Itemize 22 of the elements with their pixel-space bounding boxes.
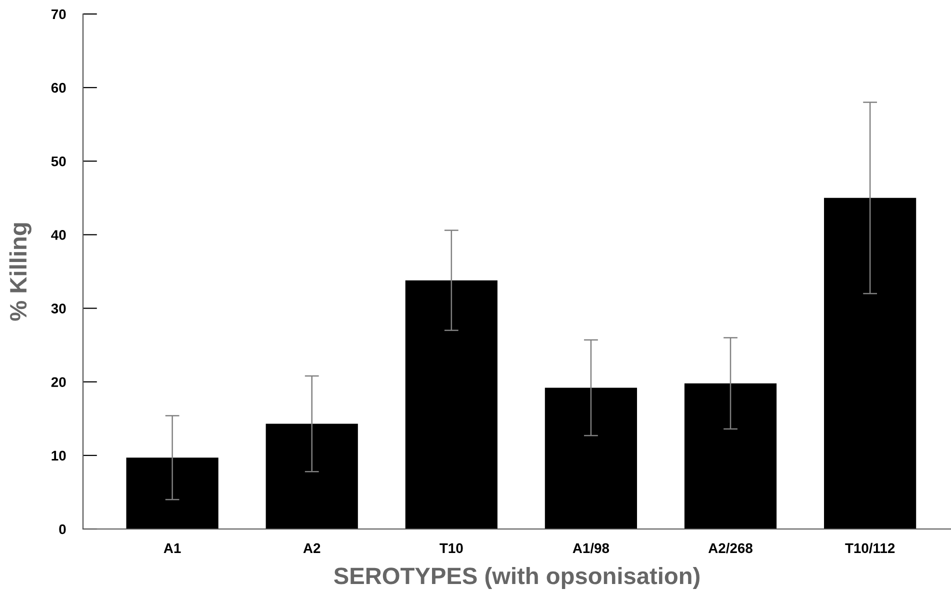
bar — [126, 458, 218, 529]
x-tick-label: T10 — [440, 543, 463, 554]
y-tick-label: 20 — [51, 377, 66, 388]
x-tick-label: T10/112 — [845, 542, 895, 554]
bar — [405, 280, 498, 529]
bar — [824, 198, 916, 529]
y-tick-label: 50 — [51, 156, 66, 166]
y-tick-label: 0 — [59, 524, 66, 534]
bar — [684, 383, 777, 529]
y-tick-label: 60 — [51, 82, 66, 93]
y-tick-label: 70 — [51, 9, 66, 20]
x-axis-title: SEROTYPES (with opsonisation) — [334, 566, 700, 589]
bar — [266, 424, 358, 529]
bar — [544, 388, 638, 529]
y-tick-label: 10 — [52, 450, 66, 461]
x-tick-label: A1/98 — [572, 542, 610, 554]
y-axis-title: % Killing — [9, 223, 32, 321]
x-tick-label: A1 — [164, 543, 181, 553]
y-tick-label: 40 — [51, 230, 66, 240]
y-tick-label: 30 — [51, 304, 66, 314]
x-tick-label: A2 — [303, 543, 320, 553]
x-tick-label: A2/268 — [708, 542, 752, 554]
